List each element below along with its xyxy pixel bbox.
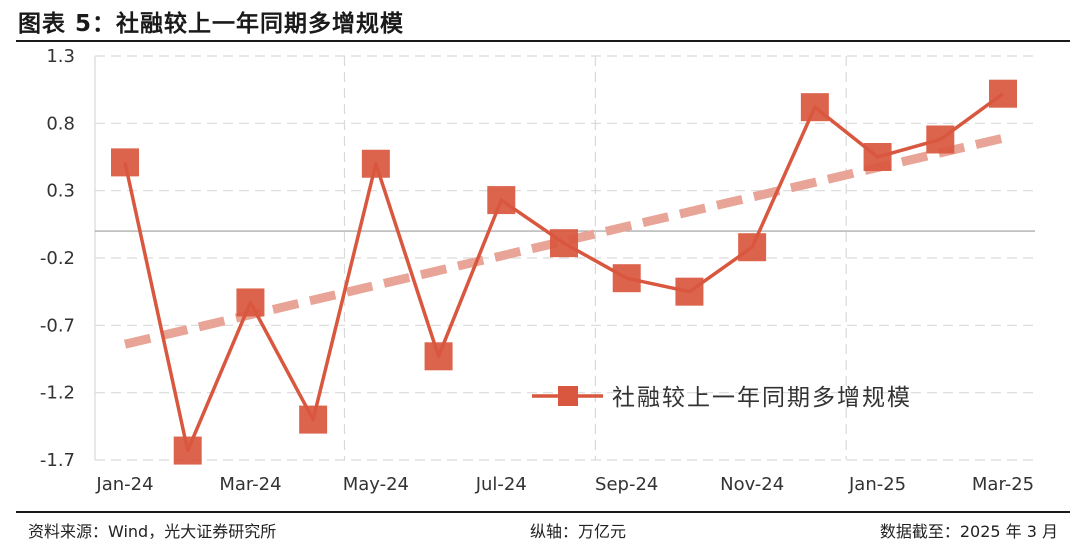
x-tick-label: Mar-24: [219, 474, 281, 495]
data-point-marker: [675, 277, 704, 306]
data-point-marker: [926, 125, 955, 154]
y-tick-label: 1.3: [46, 46, 75, 67]
data-point-marker: [361, 149, 390, 178]
data-point-marker: [299, 405, 328, 434]
legend-square-marker-icon: [558, 386, 578, 406]
x-tick-label: Jul-24: [475, 474, 527, 495]
data-point-marker: [800, 93, 829, 122]
y-tick-label: -0.2: [40, 248, 75, 269]
data-point-marker: [550, 229, 578, 258]
data-point-marker: [989, 79, 1017, 108]
x-tick-label: Mar-25: [972, 474, 1034, 495]
data-point-marker: [863, 143, 892, 171]
y-tick-label: -1.7: [40, 450, 75, 471]
y-tick-label: 0.8: [46, 113, 75, 134]
top-rule: [16, 40, 1070, 42]
x-tick-label: May-24: [343, 474, 409, 495]
bottom-rule: [16, 511, 1070, 513]
data-point-marker: [487, 186, 516, 215]
y-tick-label: 0.3: [46, 181, 75, 202]
y-tick-label: -1.2: [40, 383, 75, 404]
axis-layer: 1.3 0.8 0.3 -0.2 -0.7 -1.2 -1.7 Jan-24 Mar-24 May…: [40, 46, 1035, 495]
y-tick-label: -0.7: [40, 315, 75, 336]
x-tick-label: Jan-24: [95, 474, 153, 495]
legend: 社融较上一年同期多增规模: [532, 385, 912, 411]
data-date-note: 数据截至：2025 年 3 月: [879, 522, 1058, 541]
unit-note: 纵轴：万亿元: [530, 522, 627, 541]
data-point-marker: [111, 148, 139, 177]
figure-title: 图表 5：社融较上一年同期多增规模: [18, 11, 405, 37]
data-point-marker: [173, 436, 202, 465]
x-tick-label: Sep-24: [595, 474, 658, 495]
data-point-marker: [424, 342, 453, 371]
source-note: 资料来源：Wind，光大证券研究所: [28, 522, 277, 541]
series-layer: [111, 79, 1017, 465]
data-point-marker: [738, 233, 767, 262]
x-tick-label: Nov-24: [720, 474, 784, 495]
data-point-marker: [612, 264, 641, 293]
data-point-marker: [236, 288, 265, 317]
legend-label: 社融较上一年同期多增规模: [612, 385, 912, 411]
x-tick-label: Jan-25: [848, 474, 906, 495]
